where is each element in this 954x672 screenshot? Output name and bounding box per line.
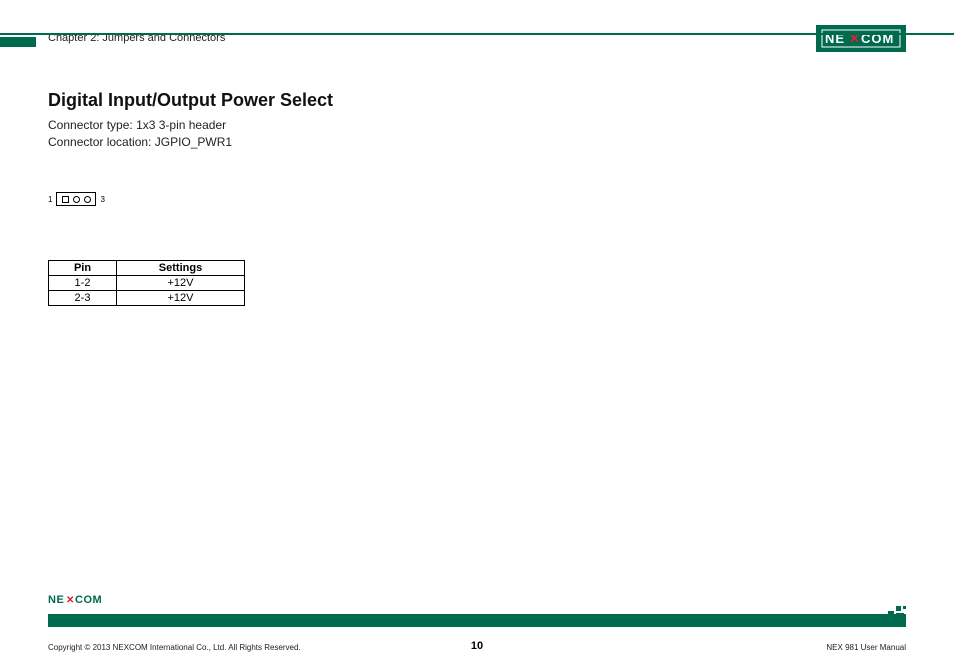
- section-content: Digital Input/Output Power Select Connec…: [48, 90, 548, 152]
- footer-page-number: 10: [0, 640, 954, 652]
- svg-text:✕: ✕: [66, 595, 74, 606]
- table-cell-pin: 2-3: [49, 291, 117, 306]
- jumper-diagram: 1 3: [48, 192, 105, 206]
- table-header-row: Pin Settings: [49, 261, 245, 276]
- connector-type-value: 1x3 3-pin header: [136, 118, 226, 132]
- brand-logo: NE ✕ COM: [816, 25, 906, 52]
- header-tab: [0, 37, 36, 47]
- jumper-pin-2: [73, 196, 80, 203]
- section-title: Digital Input/Output Power Select: [48, 90, 548, 111]
- jumper-header-box: [56, 192, 96, 206]
- jumper-pin-3: [84, 196, 91, 203]
- footer-manual-name: NEX 981 User Manual: [826, 643, 906, 652]
- connector-type: Connector type: 1x3 3-pin header: [48, 117, 548, 134]
- table-cell-pin: 1-2: [49, 276, 117, 291]
- jumper-label-left: 1: [48, 195, 52, 204]
- header-rule: [0, 33, 954, 35]
- table-cell-setting: +12V: [117, 291, 245, 306]
- table-header-settings: Settings: [117, 261, 245, 276]
- connector-location-value: JGPIO_PWR1: [155, 135, 232, 149]
- table-row: 2-3 +12V: [49, 291, 245, 306]
- connector-location: Connector location: JGPIO_PWR1: [48, 134, 548, 151]
- svg-text:COM: COM: [75, 594, 102, 606]
- jumper-label-right: 3: [100, 195, 104, 204]
- footer-rule: [48, 614, 906, 627]
- page-header: Chapter 2: Jumpers and Connectors NE ✕ C…: [48, 25, 906, 55]
- connector-type-label: Connector type:: [48, 118, 136, 132]
- svg-text:NE: NE: [48, 594, 64, 606]
- table-row: 1-2 +12V: [49, 276, 245, 291]
- table-cell-setting: +12V: [117, 276, 245, 291]
- connector-location-label: Connector location:: [48, 135, 155, 149]
- footer-logo: NE ✕ COM: [48, 592, 110, 611]
- table-header-pin: Pin: [49, 261, 117, 276]
- settings-table: Pin Settings 1-2 +12V 2-3 +12V: [48, 260, 245, 306]
- page: Chapter 2: Jumpers and Connectors NE ✕ C…: [0, 0, 954, 672]
- jumper-pin-1: [62, 196, 69, 203]
- footer-squares-icon: [888, 606, 906, 629]
